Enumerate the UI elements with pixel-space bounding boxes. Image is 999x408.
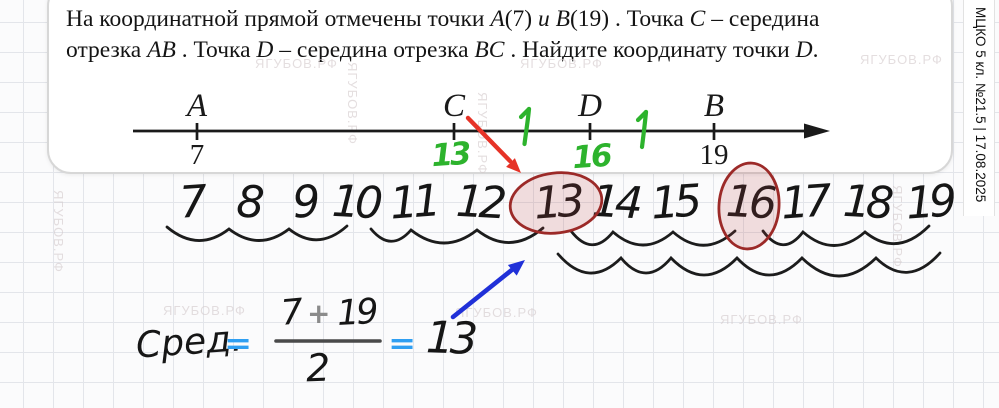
formula-denominator: 2 [305, 345, 331, 391]
watermark: ЯГУБОВ.РФ [345, 62, 360, 145]
formula-equals-1: = [224, 326, 253, 360]
point-label-d: D [578, 88, 602, 124]
hand-number-19: 19 [904, 175, 954, 230]
point-label-c: C [442, 88, 466, 124]
edge-note: МЦКО 5 кл. №21.5 | 17.08.2025 [973, 7, 988, 203]
formula-numerator-19: 19 [335, 292, 377, 334]
watermark: ЯГУБОВ.РФ [475, 92, 490, 175]
point-label-a: A [186, 88, 208, 124]
watermark: ЯГУБОВ.РФ [720, 312, 803, 327]
point-value-a: 7 [189, 139, 205, 171]
hand-number-7: 7 [177, 176, 205, 229]
formula-result: 13 [425, 312, 475, 365]
hand-number-12: 12 [454, 175, 504, 230]
counting-arcs-bottom [556, 251, 942, 278]
formula-equals-2: = [388, 326, 417, 360]
problem-text-line-1: На координатной прямой отмечены точки A(… [66, 6, 820, 32]
formula-numerator-7: 7 [279, 292, 305, 334]
watermark: ЯГУБОВ.РФ [520, 56, 603, 71]
hand-number-10: 10 [330, 175, 380, 230]
problem-card: На координатной прямой отмечены точки A(… [47, 0, 953, 174]
hand-number-11: 11 [388, 175, 438, 230]
edge-note-strip [963, 0, 995, 216]
counting-arcs-top [165, 224, 931, 247]
hand-number-8: 8 [235, 176, 261, 229]
point-value-b: 19 [699, 139, 729, 171]
hand-number-16: 16 [724, 175, 774, 230]
watermark: ЯГУБОВ.РФ [860, 52, 943, 67]
hand-number-15: 15 [649, 175, 699, 230]
formula-plus: + [307, 297, 331, 330]
hand-number-18: 18 [841, 175, 891, 230]
hand-number-9: 9 [290, 176, 318, 229]
watermark: ЯГУБОВ.РФ [890, 185, 905, 268]
green-annotation-c: 13 [430, 135, 470, 175]
hand-number-14: 14 [590, 175, 640, 230]
watermark: ЯГУБОВ.РФ [51, 190, 66, 273]
watermark: ЯГУБОВ.РФ [163, 303, 246, 318]
green-annotation-d: 16 [571, 137, 611, 177]
problem-text-line-2: отрезка AB . Точка D – середина отрезка … [66, 37, 819, 63]
hand-number-13: 13 [532, 175, 582, 230]
watermark: ЯГУБОВ.РФ [255, 56, 338, 71]
point-label-b: B [703, 88, 725, 124]
hand-number-17: 17 [779, 175, 829, 230]
